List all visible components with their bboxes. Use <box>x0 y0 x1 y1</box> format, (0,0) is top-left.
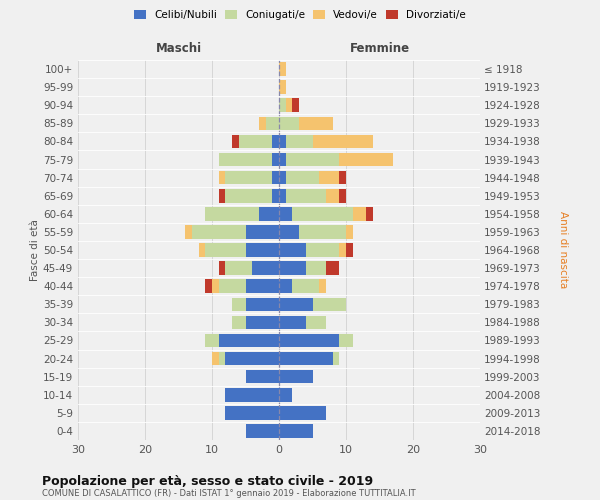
Bar <box>232 316 245 329</box>
Bar <box>205 280 212 293</box>
Bar <box>340 171 346 184</box>
Bar <box>319 280 326 293</box>
Bar <box>245 316 279 329</box>
Bar <box>340 334 353 347</box>
Bar <box>286 189 326 202</box>
Y-axis label: Anni di nascita: Anni di nascita <box>557 212 568 288</box>
Bar <box>272 134 279 148</box>
Bar <box>299 116 332 130</box>
Bar <box>245 280 279 293</box>
Bar <box>366 207 373 220</box>
Bar <box>353 207 366 220</box>
Bar <box>205 207 259 220</box>
Bar <box>286 152 340 166</box>
Bar <box>245 225 279 238</box>
Bar <box>279 316 306 329</box>
Bar <box>279 406 326 419</box>
Bar <box>306 243 340 257</box>
Bar <box>292 280 319 293</box>
Bar <box>226 406 279 419</box>
Bar <box>219 262 226 275</box>
Bar <box>218 280 245 293</box>
Bar <box>279 152 286 166</box>
Bar <box>279 370 313 384</box>
Bar <box>279 80 286 94</box>
Bar <box>340 189 346 202</box>
Bar <box>245 424 279 438</box>
Bar <box>313 298 346 311</box>
Bar <box>218 334 279 347</box>
Bar <box>346 243 353 257</box>
Text: Popolazione per età, sesso e stato civile - 2019: Popolazione per età, sesso e stato civil… <box>42 475 373 488</box>
Bar <box>346 225 353 238</box>
Bar <box>286 98 292 112</box>
Bar <box>192 225 245 238</box>
Bar <box>205 334 218 347</box>
Bar <box>279 62 286 76</box>
Text: Maschi: Maschi <box>155 42 202 54</box>
Bar <box>326 189 340 202</box>
Bar <box>292 207 353 220</box>
Bar <box>212 280 218 293</box>
Text: Femmine: Femmine <box>349 42 410 54</box>
Bar <box>306 316 326 329</box>
Bar <box>279 189 286 202</box>
Bar <box>226 262 252 275</box>
Bar <box>259 116 266 130</box>
Bar <box>279 298 313 311</box>
Bar <box>279 262 306 275</box>
Bar <box>226 388 279 402</box>
Bar <box>205 243 245 257</box>
Bar <box>292 98 299 112</box>
Bar <box>279 352 332 366</box>
Bar <box>226 171 272 184</box>
Bar <box>326 262 340 275</box>
Bar <box>232 134 239 148</box>
Legend: Celibi/Nubili, Coniugati/e, Vedovi/e, Divorziati/e: Celibi/Nubili, Coniugati/e, Vedovi/e, Di… <box>132 8 468 22</box>
Bar <box>279 243 306 257</box>
Bar <box>245 370 279 384</box>
Bar <box>279 424 313 438</box>
Bar <box>199 243 205 257</box>
Bar <box>279 280 292 293</box>
Bar <box>279 225 299 238</box>
Bar <box>299 225 346 238</box>
Bar <box>185 225 192 238</box>
Bar <box>279 134 286 148</box>
Bar <box>279 171 286 184</box>
Bar <box>279 334 340 347</box>
Text: COMUNE DI CASALATTICO (FR) - Dati ISTAT 1° gennaio 2019 - Elaborazione TUTTITALI: COMUNE DI CASALATTICO (FR) - Dati ISTAT … <box>42 489 416 498</box>
Y-axis label: Fasce di età: Fasce di età <box>30 219 40 281</box>
Bar <box>340 152 393 166</box>
Bar <box>319 171 340 184</box>
Bar <box>239 134 272 148</box>
Bar <box>279 207 292 220</box>
Bar <box>279 388 292 402</box>
Bar <box>286 171 319 184</box>
Bar <box>266 116 279 130</box>
Bar <box>219 352 226 366</box>
Bar <box>279 98 286 112</box>
Bar <box>245 243 279 257</box>
Bar <box>226 189 272 202</box>
Bar <box>306 262 326 275</box>
Bar <box>219 171 226 184</box>
Bar <box>259 207 279 220</box>
Bar <box>279 116 299 130</box>
Bar <box>272 189 279 202</box>
Bar <box>313 134 373 148</box>
Bar <box>272 171 279 184</box>
Bar <box>252 262 279 275</box>
Bar <box>286 134 313 148</box>
Bar <box>219 189 226 202</box>
Bar <box>245 298 279 311</box>
Bar <box>340 243 346 257</box>
Bar <box>272 152 279 166</box>
Bar <box>219 152 272 166</box>
Bar <box>212 352 218 366</box>
Bar <box>332 352 340 366</box>
Bar <box>226 352 279 366</box>
Bar <box>232 298 245 311</box>
